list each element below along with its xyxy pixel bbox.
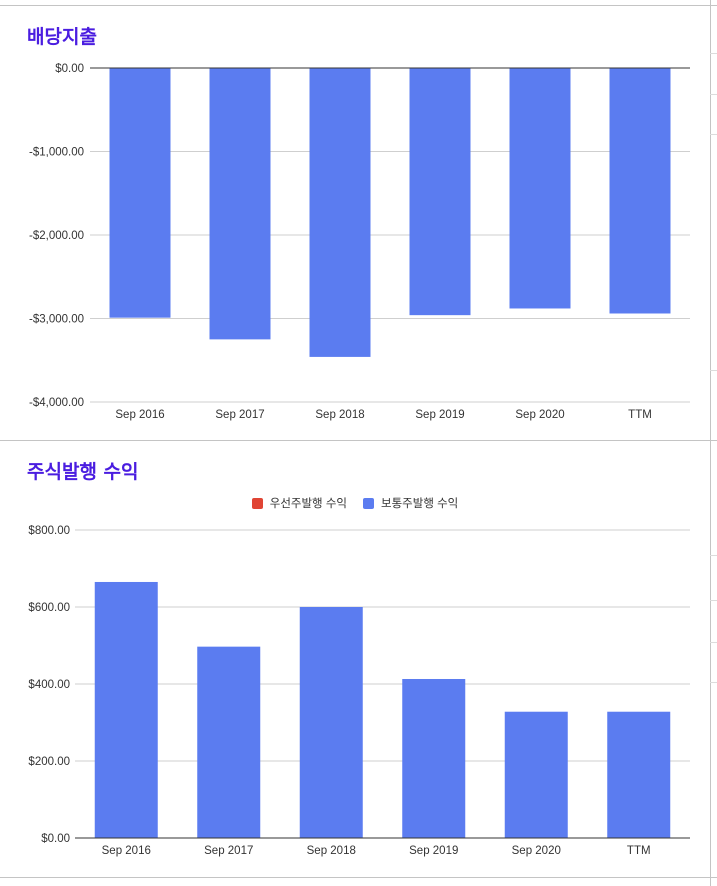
stock-issuance-chart[interactable]: 주식발행 수익 우선주발행 수익 보통주발행 수익 $800.00 $600.00… <box>0 441 710 877</box>
y-tick-label: $0.00 <box>55 63 84 75</box>
bar <box>607 711 671 838</box>
y-tick-label: $400.00 <box>28 679 70 691</box>
legend-item-common[interactable]: 보통주발행 수익 <box>363 495 458 511</box>
cell-border <box>710 642 717 643</box>
x-tick-label: Sep 2020 <box>515 409 564 421</box>
y-tick-label: $200.00 <box>28 756 70 768</box>
legend-swatch <box>363 497 374 509</box>
bar <box>509 68 571 309</box>
y-tick-label: $800.00 <box>28 525 70 537</box>
cell-border <box>710 370 717 371</box>
legend-swatch <box>251 497 263 509</box>
x-tick-label: Sep 2017 <box>215 409 264 421</box>
bar <box>309 68 371 357</box>
chart-title: 배당지출 <box>27 26 97 48</box>
legend-label: 우선주발행 수익 <box>269 498 347 510</box>
x-tick-label: Sep 2018 <box>307 845 356 857</box>
sheet-gridline <box>710 0 711 886</box>
legend-item-preferred[interactable]: 우선주발행 수익 <box>251 495 347 511</box>
x-tick-label: Sep 2019 <box>415 409 464 421</box>
stock-issuance-chart-plot: $800.00 $600.00 $400.00 $200.00 $0.00 Sep 201… <box>28 525 690 857</box>
y-tick-label: -$1,000.00 <box>29 147 84 159</box>
cell-border <box>710 555 717 556</box>
bar <box>402 678 466 838</box>
x-tick-label: TTM <box>627 845 651 857</box>
x-tick-label: Sep 2020 <box>512 845 561 857</box>
x-tick-label: TTM <box>628 409 652 421</box>
x-tick-label: Sep 2017 <box>204 845 253 857</box>
bar <box>299 607 363 838</box>
y-tick-label: -$4,000.00 <box>29 397 84 409</box>
bar <box>504 711 568 838</box>
bar <box>209 68 271 340</box>
y-tick-label: -$3,000.00 <box>29 314 84 326</box>
y-tick-label: $600.00 <box>28 602 70 614</box>
bar <box>409 68 471 316</box>
y-tick-label: -$2,000.00 <box>29 230 84 242</box>
chart-legend: 우선주발행 수익 보통주발행 수익 <box>0 495 710 511</box>
cell-border <box>710 600 717 601</box>
cell-border <box>710 682 717 683</box>
sheet-gridline <box>0 5 717 6</box>
y-tick-label: $0.00 <box>41 833 70 845</box>
sheet-gridline <box>0 440 717 441</box>
dividend-chart-plot: $0.00 -$1,000.00 -$2,000.00 -$3,000.00 -$4,0… <box>29 63 690 421</box>
bar <box>197 646 261 838</box>
cell-border <box>710 134 717 135</box>
dividend-chart[interactable]: 배당지출 $0.00 -$1,000.00 -$2,000.00 -$3,000.00… <box>0 6 710 440</box>
x-tick-label: Sep 2016 <box>102 845 151 857</box>
x-tick-label: Sep 2018 <box>315 409 364 421</box>
x-tick-label: Sep 2019 <box>409 845 458 857</box>
cell-border <box>710 53 717 54</box>
sheet-gridline <box>0 877 717 878</box>
cell-border <box>710 94 717 95</box>
x-tick-label: Sep 2016 <box>115 409 164 421</box>
legend-label: 보통주발행 수익 <box>381 498 459 510</box>
bar <box>609 68 671 314</box>
chart-title: 주식발행 수익 <box>27 461 139 483</box>
bar <box>109 68 171 318</box>
bar <box>94 581 158 838</box>
